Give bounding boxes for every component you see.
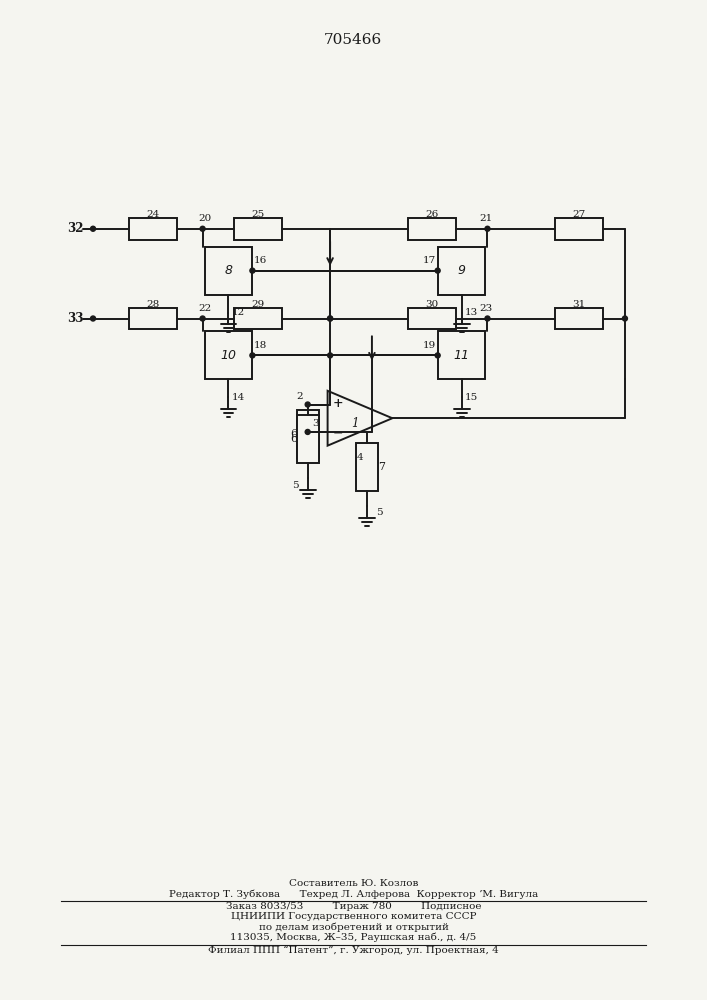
FancyBboxPatch shape xyxy=(204,247,252,295)
Text: 14: 14 xyxy=(232,393,245,402)
Text: −: − xyxy=(332,426,343,439)
Text: 30: 30 xyxy=(425,300,438,309)
Text: 33: 33 xyxy=(67,312,83,325)
Text: 2: 2 xyxy=(296,392,303,401)
Text: +: + xyxy=(332,397,343,410)
FancyBboxPatch shape xyxy=(408,218,455,240)
Text: Заказ 8033/53         Тираж 780         Подписное: Заказ 8033/53 Тираж 780 Подписное xyxy=(226,902,481,911)
Circle shape xyxy=(250,268,255,273)
FancyBboxPatch shape xyxy=(235,308,282,329)
FancyBboxPatch shape xyxy=(204,331,252,379)
Text: 20: 20 xyxy=(198,214,211,223)
Text: 17: 17 xyxy=(423,256,436,265)
Text: Редактор Т. Зубкова      Техред Л. Алферова  Корректор ʼM. Вигула: Редактор Т. Зубкова Техред Л. Алферова К… xyxy=(169,889,538,899)
Text: 11: 11 xyxy=(454,349,469,362)
Text: 21: 21 xyxy=(479,214,492,223)
Text: 5: 5 xyxy=(376,508,382,517)
Text: 29: 29 xyxy=(252,300,265,309)
Circle shape xyxy=(250,353,255,358)
Circle shape xyxy=(327,316,332,321)
FancyBboxPatch shape xyxy=(408,308,455,329)
Circle shape xyxy=(90,226,95,231)
Text: 28: 28 xyxy=(146,300,159,309)
Text: 25: 25 xyxy=(252,210,265,219)
FancyBboxPatch shape xyxy=(297,415,319,463)
Circle shape xyxy=(436,268,440,273)
Text: по делам изобретений и открытий: по делам изобретений и открытий xyxy=(259,922,448,932)
Text: 23: 23 xyxy=(479,304,492,313)
Circle shape xyxy=(200,316,205,321)
Text: Филиал ППП “Патент”, г. Ужгород, ул. Проектная, 4: Филиал ППП “Патент”, г. Ужгород, ул. Про… xyxy=(208,946,499,955)
Text: 19: 19 xyxy=(423,341,436,350)
Text: 13: 13 xyxy=(465,308,478,317)
Text: 31: 31 xyxy=(573,300,585,309)
Text: 15: 15 xyxy=(465,393,478,402)
Text: 705466: 705466 xyxy=(324,33,382,47)
Text: 6: 6 xyxy=(290,429,298,439)
Text: 8: 8 xyxy=(225,264,233,277)
FancyBboxPatch shape xyxy=(555,218,603,240)
Circle shape xyxy=(327,316,332,321)
Text: 10: 10 xyxy=(221,349,237,362)
FancyBboxPatch shape xyxy=(235,218,282,240)
Circle shape xyxy=(485,226,490,231)
Circle shape xyxy=(200,226,205,231)
FancyBboxPatch shape xyxy=(129,308,177,329)
Circle shape xyxy=(305,429,310,434)
Text: 4: 4 xyxy=(356,453,363,462)
FancyBboxPatch shape xyxy=(129,218,177,240)
Text: 16: 16 xyxy=(254,256,267,265)
Text: 27: 27 xyxy=(573,210,585,219)
Polygon shape xyxy=(327,391,392,446)
Text: 18: 18 xyxy=(254,341,267,350)
Text: 24: 24 xyxy=(146,210,159,219)
Text: 6: 6 xyxy=(290,434,298,444)
FancyBboxPatch shape xyxy=(356,443,378,491)
Text: 26: 26 xyxy=(425,210,438,219)
Text: 5: 5 xyxy=(293,481,299,490)
Circle shape xyxy=(485,316,490,321)
Text: 7: 7 xyxy=(378,462,385,472)
Circle shape xyxy=(622,316,627,321)
Circle shape xyxy=(327,353,332,358)
Text: 1: 1 xyxy=(351,417,358,430)
Text: 22: 22 xyxy=(198,304,211,313)
FancyBboxPatch shape xyxy=(297,410,319,458)
Circle shape xyxy=(305,402,310,407)
Text: Составитель Ю. Козлов: Составитель Ю. Козлов xyxy=(289,879,418,888)
Text: 9: 9 xyxy=(457,264,466,277)
Text: 113035, Москва, Ж–35, Раушская наб., д. 4/5: 113035, Москва, Ж–35, Раушская наб., д. … xyxy=(230,932,477,942)
FancyBboxPatch shape xyxy=(555,308,603,329)
Circle shape xyxy=(436,353,440,358)
FancyBboxPatch shape xyxy=(438,331,486,379)
FancyBboxPatch shape xyxy=(438,247,486,295)
Circle shape xyxy=(90,316,95,321)
Text: 12: 12 xyxy=(232,308,245,317)
Text: ЦНИИПИ Государственного комитета СССР: ЦНИИПИ Государственного комитета СССР xyxy=(230,912,477,921)
Text: 32: 32 xyxy=(67,222,83,235)
Text: 3: 3 xyxy=(312,419,319,428)
